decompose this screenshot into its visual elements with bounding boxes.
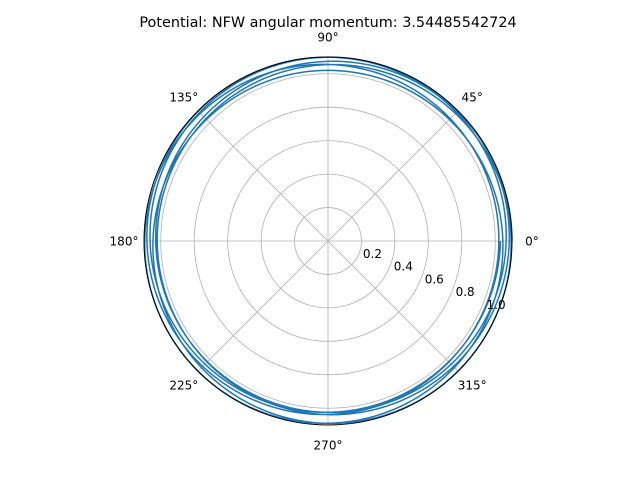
polar-grid [144,57,512,425]
r-tick-labels: 0.2 0.4 0.6 0.8 1.0 [363,247,506,312]
theta-grid-line [197,240,329,372]
theta-tick-label: 270° [314,439,343,453]
r-tick-label: 0.8 [456,285,475,299]
polar-frame [143,56,513,426]
theta-grid-line [327,240,459,372]
theta-tick-label: 135° [169,90,198,104]
orbit-series [143,56,513,425]
theta-tick-labels: 0° 45° 90° 135° 180° 225° 270° 315° [110,31,539,453]
theta-tick-label: 225° [169,379,198,393]
theta-tick-label: 45° [462,90,483,104]
r-tick-label: 0.4 [394,260,413,274]
chart-title: Potential: NFW angular momentum: 3.54485… [139,15,516,31]
theta-tick-label: 315° [458,379,487,393]
theta-tick-label: 90° [317,31,338,45]
theta-tick-label: 180° [110,235,139,249]
theta-grid-line [197,110,329,242]
r-tick-label: 1.0 [487,298,506,312]
r-tick-label: 0.2 [363,247,382,261]
r-tick-label: 0.6 [425,272,444,286]
orbit-line [143,56,513,425]
theta-tick-label: 0° [525,235,539,249]
theta-grid-line [327,110,459,242]
